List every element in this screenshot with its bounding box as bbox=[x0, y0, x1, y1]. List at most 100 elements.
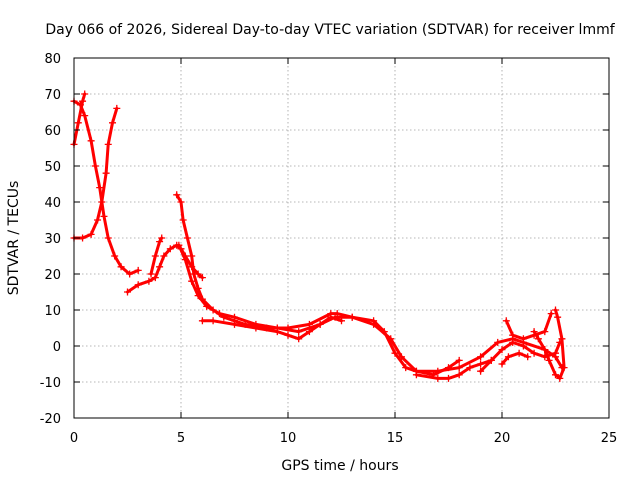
data-point bbox=[455, 364, 463, 372]
data-point bbox=[252, 324, 260, 332]
y-tick-label: 0 bbox=[53, 340, 61, 355]
chart-title: Day 066 of 2026, Sidereal Day-to-day VTE… bbox=[45, 22, 615, 38]
series-arc-10 bbox=[477, 338, 564, 375]
data-point bbox=[81, 112, 89, 120]
data-point bbox=[554, 313, 562, 321]
data-point bbox=[284, 331, 292, 339]
data-point bbox=[231, 313, 238, 321]
y-tick-label: 40 bbox=[44, 196, 61, 211]
data-point bbox=[434, 374, 442, 382]
data-point bbox=[188, 277, 196, 285]
data-point bbox=[102, 169, 110, 177]
data-point bbox=[494, 338, 502, 346]
data-point bbox=[305, 328, 313, 336]
data-point bbox=[477, 360, 485, 368]
data-point bbox=[541, 346, 549, 354]
series-band bbox=[72, 92, 87, 146]
data-point bbox=[552, 306, 559, 314]
series-arc-3 bbox=[70, 104, 121, 242]
data-point bbox=[151, 274, 159, 282]
data-point bbox=[98, 198, 106, 206]
data-point bbox=[519, 342, 527, 350]
data-point bbox=[273, 328, 281, 336]
data-point bbox=[455, 371, 463, 379]
data-point bbox=[498, 346, 506, 354]
data-point bbox=[111, 252, 119, 260]
x-tick-label: 20 bbox=[494, 431, 511, 446]
data-series bbox=[70, 90, 568, 382]
data-point bbox=[177, 198, 185, 206]
x-tick-label: 15 bbox=[387, 431, 404, 446]
series-arc-12 bbox=[530, 306, 568, 382]
data-point bbox=[194, 292, 202, 300]
y-tick-label: 10 bbox=[44, 304, 61, 319]
data-point bbox=[560, 364, 568, 372]
data-point bbox=[190, 270, 198, 278]
data-point bbox=[524, 353, 532, 361]
series-arc-9 bbox=[412, 356, 495, 382]
data-point bbox=[558, 335, 566, 343]
data-point bbox=[556, 374, 564, 382]
data-point bbox=[113, 104, 121, 112]
data-point bbox=[158, 234, 166, 242]
data-point bbox=[391, 349, 399, 357]
series-band bbox=[500, 351, 530, 366]
data-point bbox=[173, 191, 181, 199]
y-tick-label: -10 bbox=[40, 376, 61, 391]
data-point bbox=[327, 313, 335, 321]
data-point bbox=[181, 256, 189, 264]
data-point bbox=[203, 302, 211, 310]
y-tick-label: 80 bbox=[44, 52, 61, 67]
data-point bbox=[545, 356, 553, 364]
data-point bbox=[198, 317, 206, 325]
data-point bbox=[216, 310, 224, 318]
data-point bbox=[81, 90, 89, 98]
data-point bbox=[477, 367, 485, 375]
series-band bbox=[177, 243, 461, 377]
data-point bbox=[402, 364, 410, 372]
data-point bbox=[295, 335, 303, 343]
x-axis-label: GPS time / hours bbox=[281, 458, 398, 474]
series-arc-13 bbox=[498, 349, 532, 368]
data-point bbox=[124, 288, 131, 296]
x-tick-label: 5 bbox=[177, 431, 185, 446]
data-point bbox=[94, 216, 102, 224]
series-arc-1 bbox=[70, 97, 142, 278]
y-tick-label: -20 bbox=[40, 412, 61, 427]
data-point bbox=[530, 328, 538, 336]
data-point bbox=[338, 317, 345, 325]
data-point bbox=[188, 252, 196, 260]
data-point bbox=[87, 137, 95, 145]
data-point bbox=[79, 234, 87, 242]
data-point bbox=[79, 97, 87, 105]
data-point bbox=[504, 353, 512, 361]
series-band bbox=[175, 193, 564, 373]
data-point bbox=[126, 270, 134, 278]
data-point bbox=[466, 364, 474, 372]
data-point bbox=[534, 335, 542, 343]
data-point bbox=[166, 245, 174, 253]
data-point bbox=[387, 335, 395, 343]
data-point bbox=[156, 263, 164, 271]
data-point bbox=[134, 281, 142, 289]
data-point bbox=[160, 252, 168, 260]
data-point bbox=[552, 349, 559, 357]
data-point bbox=[91, 162, 99, 170]
y-axis-label: SDTVAR / TECUs bbox=[6, 181, 22, 296]
data-point bbox=[445, 374, 452, 382]
data-point bbox=[151, 252, 159, 260]
data-point bbox=[104, 234, 112, 242]
data-point bbox=[147, 270, 155, 278]
data-point bbox=[183, 234, 191, 242]
data-point bbox=[117, 263, 125, 271]
x-tick-label: 25 bbox=[601, 431, 618, 446]
y-tick-label: 20 bbox=[44, 268, 61, 283]
data-point bbox=[455, 356, 463, 364]
series-arc-11 bbox=[502, 310, 555, 343]
data-point bbox=[541, 328, 549, 336]
series-band bbox=[532, 308, 566, 380]
y-axis-ticks: -20 -10 0 10 20 30 40 50 60 70 80 bbox=[40, 52, 609, 427]
data-point bbox=[547, 310, 555, 318]
y-tick-label: 50 bbox=[44, 160, 61, 175]
data-point bbox=[109, 119, 117, 127]
